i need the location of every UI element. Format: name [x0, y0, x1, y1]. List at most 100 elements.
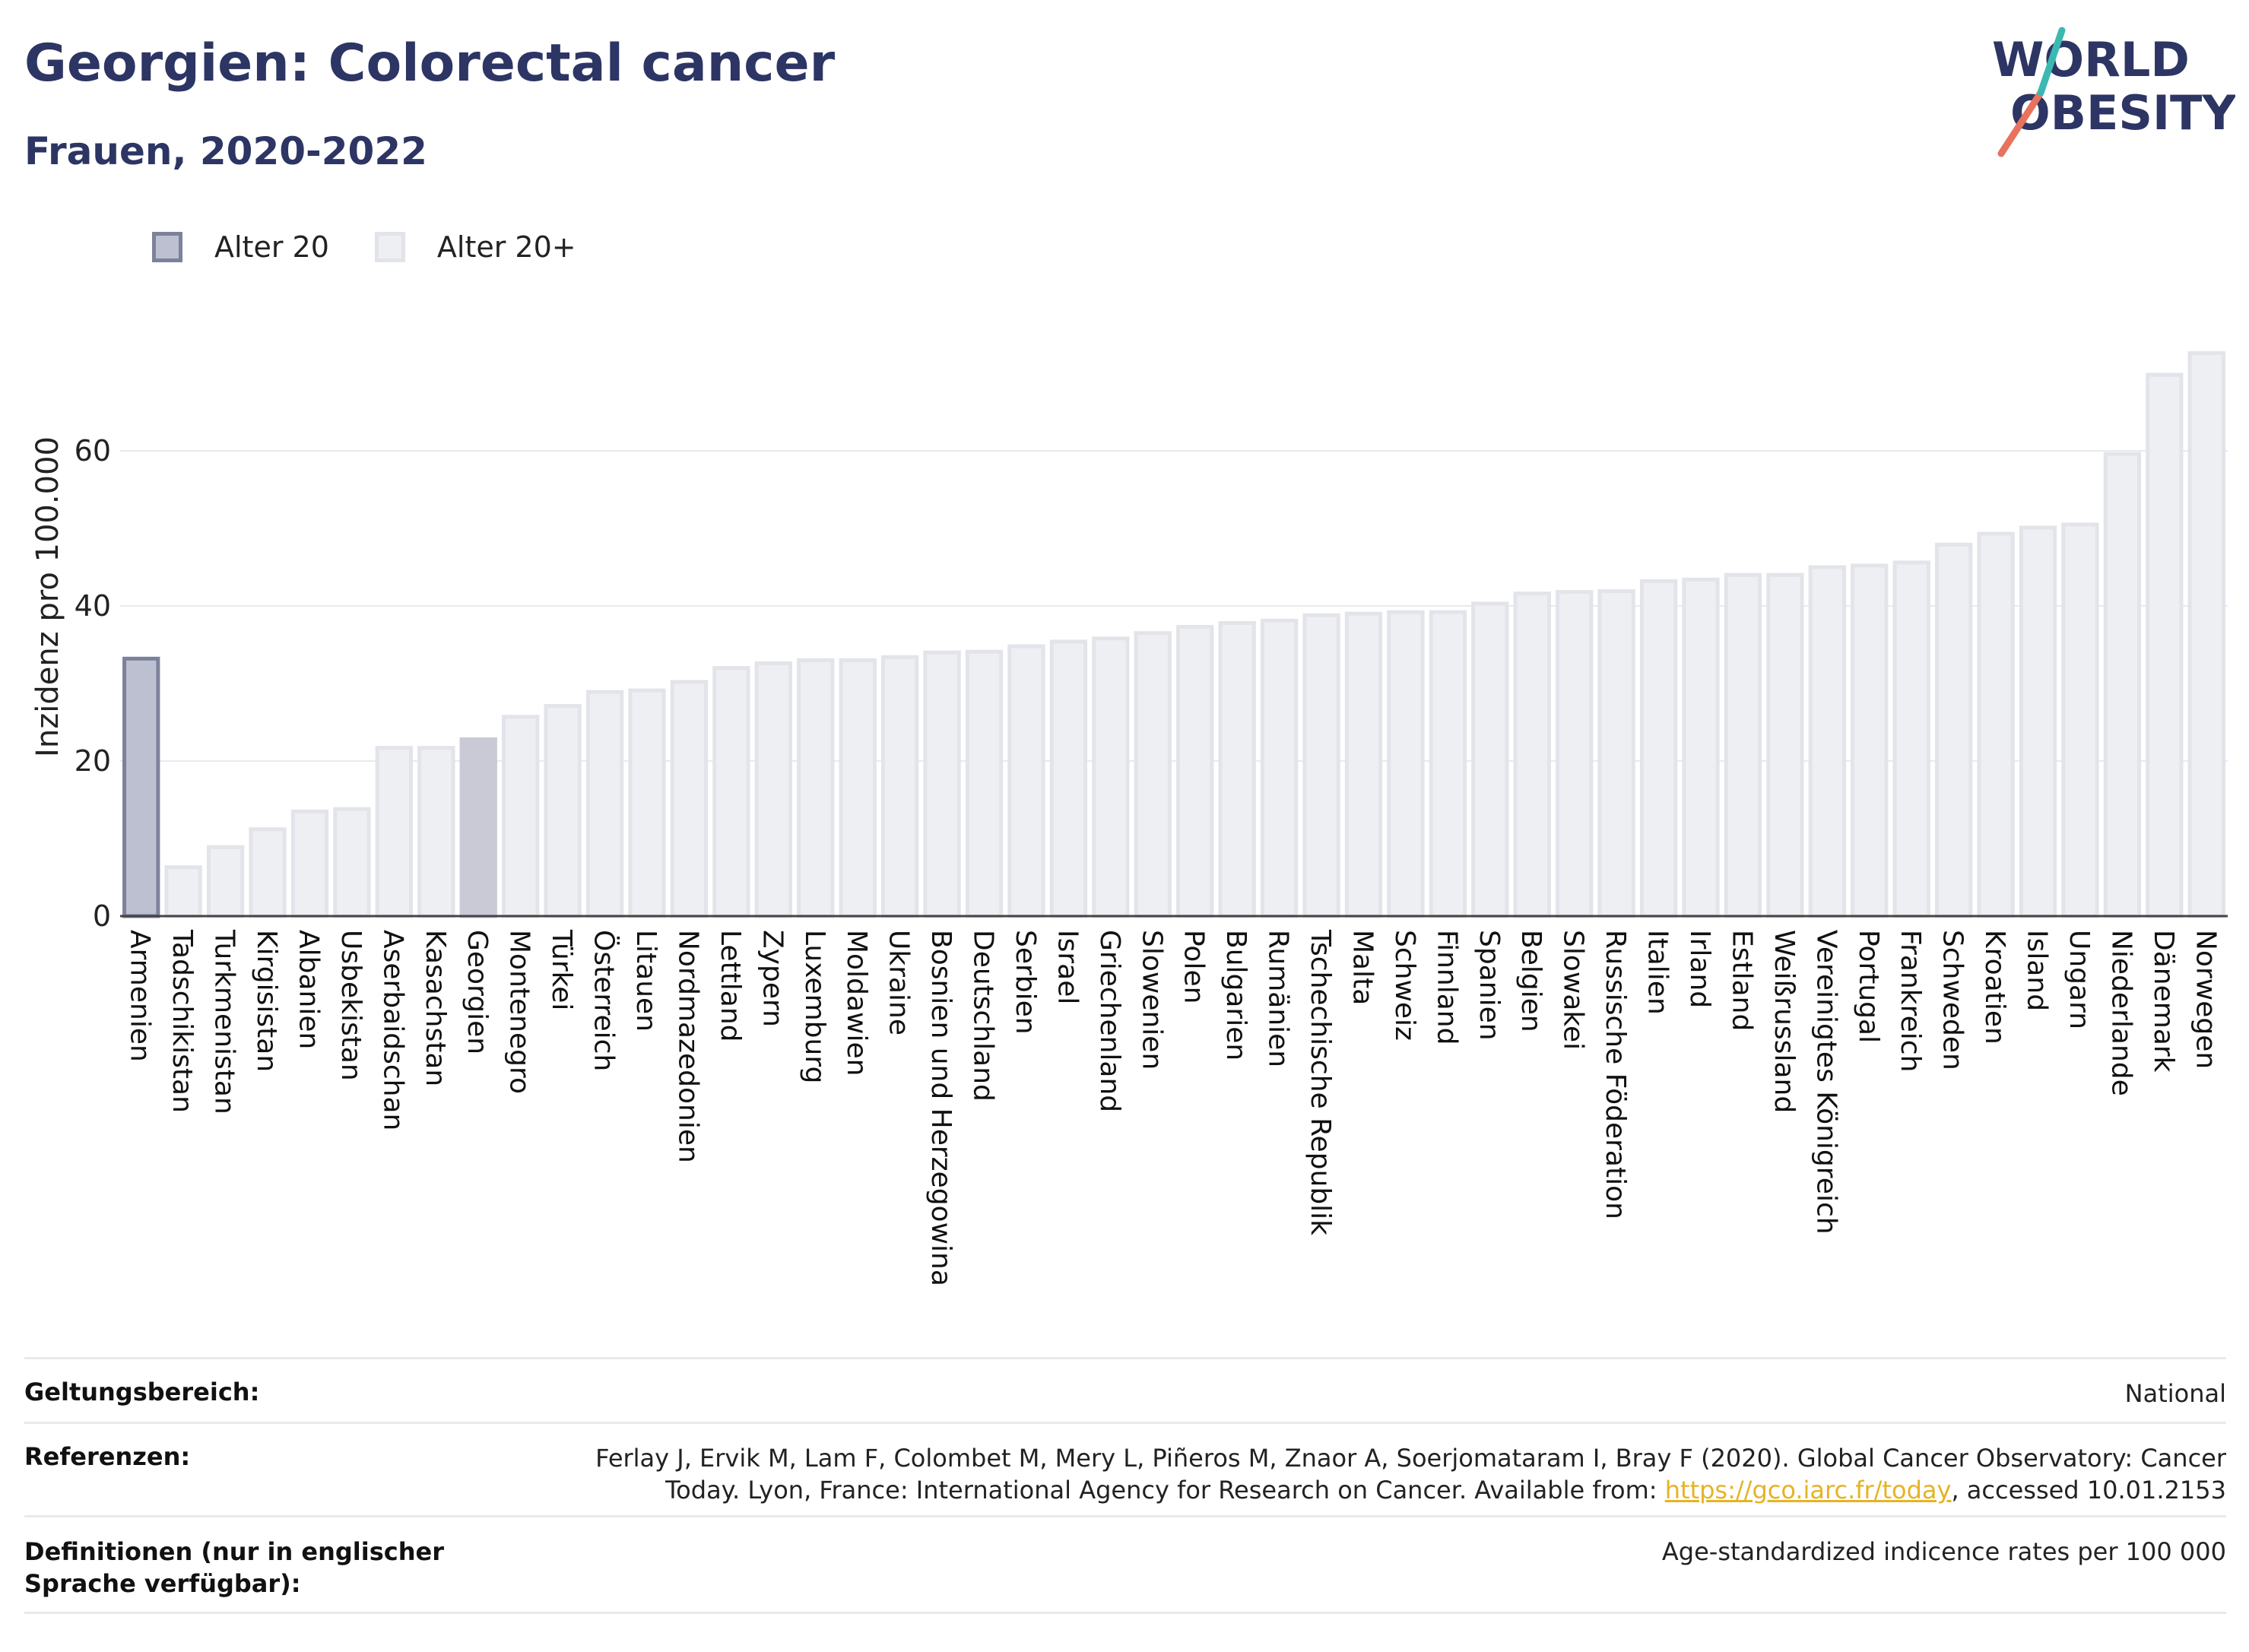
x-tick-label: Ungarn [2063, 930, 2095, 1029]
x-tick-label: Polen [1178, 930, 1210, 1004]
definitions-value: Age-standardized indicence rates per 100… [1661, 1537, 2226, 1566]
bar-19 [923, 650, 961, 918]
x-tick-label: Usbekistan [335, 930, 366, 1081]
y-tick-label: 20 [75, 744, 111, 778]
legend-item-alter-20-plus[interactable]: Alter 20+ [374, 230, 576, 264]
bar-23 [1092, 636, 1130, 918]
bar-chart: 0 20 40 60 Inzidenz pro 100.000 Armenien Tadsc… [30, 350, 2228, 1286]
legend-swatch-dark [152, 232, 182, 262]
x-tick-label: Serbien [1010, 930, 1041, 1035]
bar-31 [1429, 610, 1467, 918]
bar-46 [2061, 522, 2099, 918]
bar-38 [1724, 572, 1762, 918]
references-label: Referenzen: [24, 1442, 191, 1471]
chart-legend: Alter 20 Alter 20+ [152, 228, 622, 266]
bar-11 [585, 690, 624, 918]
x-tick-label: Frankreich [1895, 930, 1926, 1072]
x-tick-label: Aserbaidschan [377, 930, 408, 1130]
x-tick-label: Armenien [125, 930, 156, 1062]
bar-5 [333, 807, 371, 918]
x-tick-label: Slowakei [1558, 930, 1589, 1050]
x-tick-label: Slowenien [1136, 930, 1167, 1070]
x-tick-label: Russische Föderation [1600, 930, 1631, 1219]
bar-18 [880, 655, 919, 918]
footer-row-references: Referenzen: Ferlay J, Ervik M, Lam F, Co… [24, 1422, 2226, 1515]
bar-43 [1934, 542, 1973, 918]
svg-text:OBESITY: OBESITY [2010, 85, 2235, 141]
bar-8 [459, 737, 497, 918]
bar-21 [1007, 644, 1045, 918]
bar-4 [290, 809, 329, 918]
bar-7 [417, 746, 455, 918]
x-tick-label: Bulgarien [1220, 930, 1251, 1061]
bar-1 [164, 865, 202, 918]
references-line-2-end: , accessed 10.01.2153 [1951, 1476, 2226, 1505]
x-tick-label: Deutschland [968, 930, 999, 1102]
x-tick-label: Turkmenistan [209, 929, 240, 1115]
bar-14 [712, 666, 750, 918]
svg-text:WORLD: WORLD [1992, 32, 2190, 87]
legend-swatch-light [374, 232, 405, 262]
x-tick-label: Belgien [1515, 930, 1546, 1032]
x-tick-label: Luxemburg [799, 930, 830, 1083]
x-tick-label: Österreich [588, 930, 620, 1071]
legend-label: Alter 20+ [436, 230, 576, 264]
x-tick-label: Spanien [1473, 930, 1505, 1041]
bar-39 [1766, 572, 1804, 918]
x-tick-label: Litauen [630, 930, 661, 1032]
bar-30 [1387, 610, 1425, 918]
bar-45 [2019, 525, 2057, 918]
references-link[interactable]: https://gco.iarc.fr/today [1664, 1476, 1952, 1505]
definitions-label: Definitionen (nur in englischer Sprache … [24, 1537, 444, 1598]
y-tick-label: 60 [75, 434, 111, 468]
page-title: Georgien: Colorectal cancer [24, 33, 836, 94]
bar-22 [1049, 639, 1088, 918]
world-obesity-logo: WORLD OBESITY [1992, 27, 2235, 157]
x-tick-label: Schweiz [1389, 930, 1420, 1041]
legend-item-alter-20[interactable]: Alter 20 [152, 230, 329, 264]
bar-27 [1260, 618, 1299, 918]
y-tick-label: 40 [75, 589, 111, 623]
x-tick-label: Kroatien [1979, 930, 2010, 1045]
bar-10 [544, 704, 582, 918]
bar-40 [1808, 565, 1846, 918]
x-tick-label: Kasachstan [420, 930, 451, 1086]
x-tick-label: Moldawien [841, 930, 872, 1076]
x-tick-label: Griechenland [1094, 930, 1125, 1112]
bar-24 [1134, 631, 1172, 918]
x-tick-label: Niederlande [2105, 930, 2136, 1096]
bar-0 [122, 656, 160, 918]
bar-20 [965, 649, 1004, 918]
x-tick-label: Israel [1052, 930, 1083, 1004]
scope-value: National [2124, 1379, 2226, 1408]
x-tick-label: Vereinigtes Königreich [1810, 930, 1841, 1235]
x-tick-label: Bosnien und Herzegowina [925, 930, 956, 1286]
footer-row-definitions: Definitionen (nur in englischer Sprache … [24, 1515, 2226, 1614]
page-subtitle: Frauen, 2020-2022 [24, 129, 427, 173]
x-tick-label: Tschechische Republik [1305, 929, 1336, 1235]
x-tick-label: Tadschikistan [167, 929, 198, 1113]
footer-table: Geltungsbereich: National Referenzen: Fe… [24, 1357, 2226, 1614]
bar-33 [1513, 591, 1551, 918]
bar-3 [249, 827, 287, 918]
x-tick-label: Italien [1642, 930, 1673, 1015]
x-tick-label: Lettland [715, 930, 746, 1042]
x-tick-label: Kirgisistan [251, 930, 282, 1072]
x-tick-label: Malta [1347, 930, 1378, 1005]
x-tick-label: Schweden [1937, 930, 1968, 1070]
bar-37 [1682, 577, 1720, 918]
bar-42 [1892, 560, 1930, 918]
bar-6 [375, 746, 414, 918]
bar-28 [1302, 613, 1340, 918]
bar-25 [1176, 625, 1214, 918]
scope-label: Geltungsbereich: [24, 1378, 260, 1406]
bar-29 [1344, 611, 1383, 918]
x-tick-label: Portugal [1853, 930, 1884, 1043]
bar-48 [2146, 373, 2184, 918]
bar-2 [206, 845, 245, 918]
bar-9 [502, 715, 540, 918]
x-tick-label: Nordmazedonien [672, 930, 703, 1163]
footer-row-scope: Geltungsbereich: National [24, 1357, 2226, 1422]
bar-44 [1977, 531, 2015, 918]
y-axis-label: Inzidenz pro 100.000 [30, 436, 65, 757]
